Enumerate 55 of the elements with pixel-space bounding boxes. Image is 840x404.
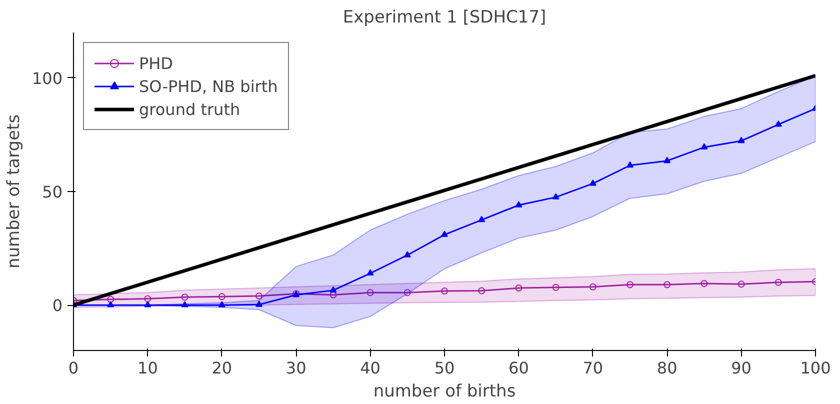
point	[515, 284, 522, 292]
point	[552, 193, 560, 200]
point	[404, 251, 411, 258]
point	[107, 296, 114, 303]
point	[589, 283, 596, 290]
x-tick-label: 70	[582, 358, 604, 378]
point	[478, 216, 486, 222]
x-axis-title: number of births	[373, 382, 516, 402]
point	[366, 289, 374, 296]
point	[218, 301, 226, 308]
point	[218, 293, 226, 300]
point	[256, 292, 262, 300]
x-tick-label: 0	[68, 358, 79, 378]
x-tick-label: 10	[138, 358, 158, 378]
point	[700, 280, 708, 287]
point	[441, 230, 448, 237]
point	[664, 281, 671, 288]
y-tick-label: 50	[42, 182, 62, 202]
point	[256, 300, 262, 307]
x-tick-label: 100	[800, 358, 831, 378]
x-tick-label: 20	[212, 358, 232, 378]
point	[738, 280, 745, 288]
point	[738, 136, 745, 144]
y-axis-title: number of targets	[4, 114, 24, 269]
point	[589, 180, 596, 186]
point	[144, 301, 152, 308]
point	[626, 161, 634, 168]
point	[144, 295, 152, 302]
point	[774, 120, 782, 127]
x-tick-label: 80	[656, 358, 678, 378]
point	[664, 156, 671, 164]
x-tick-label: 40	[360, 358, 380, 378]
point	[107, 301, 114, 308]
legend-label: SO-PHD, NB birth	[139, 76, 278, 96]
point	[441, 287, 448, 294]
point	[181, 301, 188, 308]
chart-title: Experiment 1 [SDHC17]	[342, 8, 546, 28]
x-tick-label: 50	[434, 358, 455, 378]
point	[404, 289, 411, 296]
point	[478, 287, 486, 294]
point	[330, 286, 337, 293]
point	[515, 201, 522, 208]
y-tick-label: 100	[32, 68, 63, 88]
point	[700, 143, 708, 150]
y-tick-label: 0	[52, 296, 63, 316]
point	[552, 284, 560, 291]
legend-label: PHD	[139, 54, 173, 72]
point	[774, 278, 782, 286]
x-tick-label: 60	[508, 358, 529, 378]
point	[181, 294, 188, 301]
x-tick-label: 30	[286, 358, 306, 378]
x-tick-label: 90	[731, 358, 752, 378]
point	[626, 281, 634, 288]
point	[366, 269, 374, 276]
legend-label: ground truth	[139, 100, 240, 118]
